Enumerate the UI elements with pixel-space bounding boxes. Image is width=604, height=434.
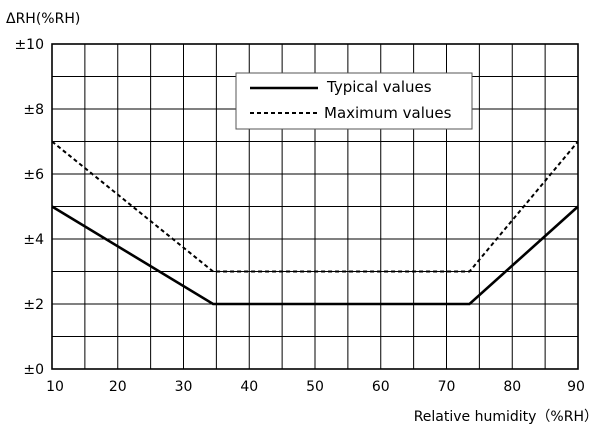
x-tick-label: 20 xyxy=(109,379,127,395)
x-tick-label: 50 xyxy=(306,379,324,395)
legend-label-typical: Typical values xyxy=(326,78,432,96)
x-tick-label: 70 xyxy=(438,379,456,395)
y-tick-label: ±10 xyxy=(14,37,44,53)
y-tick-label: ±4 xyxy=(23,232,44,248)
tick-labels: 10 20 30 40 50 60 70 80 90 ±0 ±2 ±4 ±6 ±8 ±10 xyxy=(14,37,584,395)
plot-frame xyxy=(51,43,579,370)
legend-label-maximum: Maximum values xyxy=(324,104,452,122)
x-axis-title: Relative humidity（%RH） xyxy=(414,409,598,425)
x-tick-label: 60 xyxy=(372,379,390,395)
x-tick-label: 90 xyxy=(567,379,585,395)
y-tick-label: ±6 xyxy=(23,167,44,183)
series-layer xyxy=(51,140,579,306)
x-tick-label: 10 xyxy=(46,379,64,395)
x-tick-label: 30 xyxy=(175,379,193,395)
y-tick-label: ±0 xyxy=(23,362,44,378)
legend: Typical values Maximum values xyxy=(235,72,473,130)
legend-box xyxy=(235,72,473,130)
y-axis-title: ΔRH(%RH) xyxy=(6,11,80,27)
y-tick-label: ±2 xyxy=(23,297,44,313)
series-line-typical xyxy=(51,205,579,306)
x-tick-label: 80 xyxy=(503,379,521,395)
y-tick-label: ±8 xyxy=(23,102,44,118)
x-tick-label: 40 xyxy=(240,379,258,395)
series-line-maximum xyxy=(51,140,579,273)
